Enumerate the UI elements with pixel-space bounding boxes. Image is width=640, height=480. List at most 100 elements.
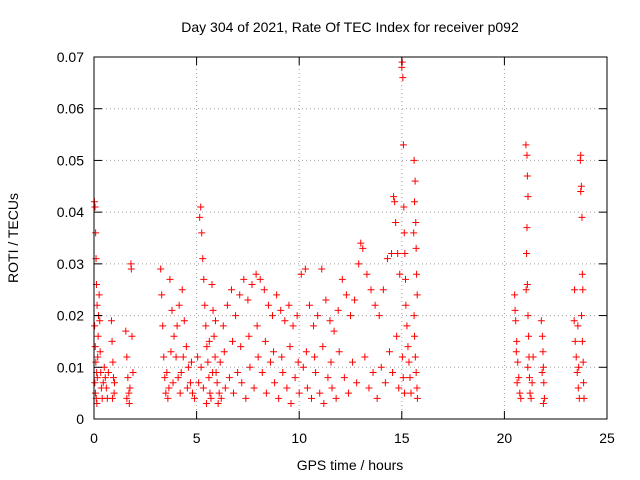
- data-point: [318, 265, 326, 273]
- data-point: [240, 275, 248, 283]
- data-point: [96, 317, 104, 325]
- data-point: [261, 337, 269, 345]
- data-point: [125, 389, 133, 397]
- data-point: [570, 317, 578, 325]
- data-point: [91, 379, 99, 387]
- data-point: [578, 312, 586, 320]
- data-point: [413, 384, 421, 392]
- x-tick-label: 0: [90, 430, 98, 446]
- data-point: [279, 368, 287, 376]
- data-point: [93, 301, 101, 309]
- data-point: [291, 374, 299, 382]
- y-tick-label: 0.07: [57, 49, 84, 65]
- data-point: [522, 286, 530, 294]
- data-point: [201, 301, 209, 309]
- data-point: [394, 250, 402, 258]
- x-tick-label: 25: [599, 430, 615, 446]
- data-point: [203, 343, 211, 351]
- data-point: [199, 255, 207, 263]
- data-point: [262, 389, 270, 397]
- data-point: [388, 250, 396, 258]
- data-point: [580, 394, 588, 402]
- data-point: [399, 74, 407, 82]
- data-point: [184, 363, 192, 371]
- data-point: [310, 322, 318, 330]
- data-point: [125, 399, 133, 407]
- data-point: [197, 363, 205, 371]
- data-point: [390, 193, 398, 201]
- data-point: [580, 379, 588, 387]
- data-point: [305, 301, 313, 309]
- data-point: [334, 306, 342, 314]
- data-point: [539, 363, 547, 371]
- data-point: [529, 353, 537, 361]
- data-point: [99, 379, 107, 387]
- data-point: [540, 394, 548, 402]
- data-point: [320, 399, 328, 407]
- data-point: [327, 358, 335, 366]
- data-point: [191, 394, 199, 402]
- data-point: [245, 332, 253, 340]
- data-point: [373, 394, 381, 402]
- data-point: [165, 384, 173, 392]
- data-point: [351, 296, 359, 304]
- data-point: [283, 384, 291, 392]
- data-point: [246, 363, 254, 371]
- chart-title: Day 304 of 2021, Rate Of TEC Index for r…: [181, 19, 519, 35]
- data-point: [577, 182, 585, 190]
- data-point: [578, 213, 586, 221]
- data-point: [91, 322, 99, 330]
- data-point: [236, 291, 244, 299]
- data-point: [391, 198, 399, 206]
- data-point: [514, 358, 522, 366]
- data-point: [349, 358, 357, 366]
- data-point: [574, 384, 582, 392]
- x-axis-title: GPS time / hours: [297, 457, 404, 473]
- x-tick-label: 20: [497, 430, 513, 446]
- data-point: [316, 389, 324, 397]
- data-point: [367, 286, 375, 294]
- data-point: [254, 353, 262, 361]
- data-point: [244, 296, 252, 304]
- data-point: [202, 399, 210, 407]
- data-point: [258, 368, 266, 376]
- data-point: [187, 358, 195, 366]
- data-point: [166, 275, 174, 283]
- data-point: [253, 322, 261, 330]
- data-point: [410, 229, 418, 237]
- data-point: [405, 358, 413, 366]
- data-point: [524, 193, 532, 201]
- data-point: [411, 177, 419, 185]
- data-point: [207, 394, 215, 402]
- data-point: [403, 322, 411, 330]
- data-point: [206, 389, 214, 397]
- data-point: [161, 374, 169, 382]
- data-point: [277, 306, 285, 314]
- data-point: [186, 379, 194, 387]
- data-point: [401, 275, 409, 283]
- data-point: [528, 379, 536, 387]
- data-point: [524, 363, 532, 371]
- data-point: [538, 368, 546, 376]
- data-point: [294, 358, 302, 366]
- data-point: [578, 337, 586, 345]
- data-point: [177, 368, 185, 376]
- data-point: [205, 337, 213, 345]
- data-point: [196, 213, 204, 221]
- data-point: [128, 332, 136, 340]
- data-point: [158, 291, 166, 299]
- data-point: [230, 389, 238, 397]
- data-point: [389, 368, 397, 376]
- data-point: [102, 384, 110, 392]
- data-point: [225, 374, 233, 382]
- data-point: [197, 203, 205, 211]
- data-point: [104, 368, 112, 376]
- data-point: [285, 301, 293, 309]
- data-point: [223, 301, 231, 309]
- data-point: [399, 141, 407, 149]
- data-point: [97, 368, 105, 376]
- data-point: [180, 317, 188, 325]
- data-point: [237, 343, 245, 351]
- data-point: [523, 281, 531, 289]
- data-point: [524, 312, 532, 320]
